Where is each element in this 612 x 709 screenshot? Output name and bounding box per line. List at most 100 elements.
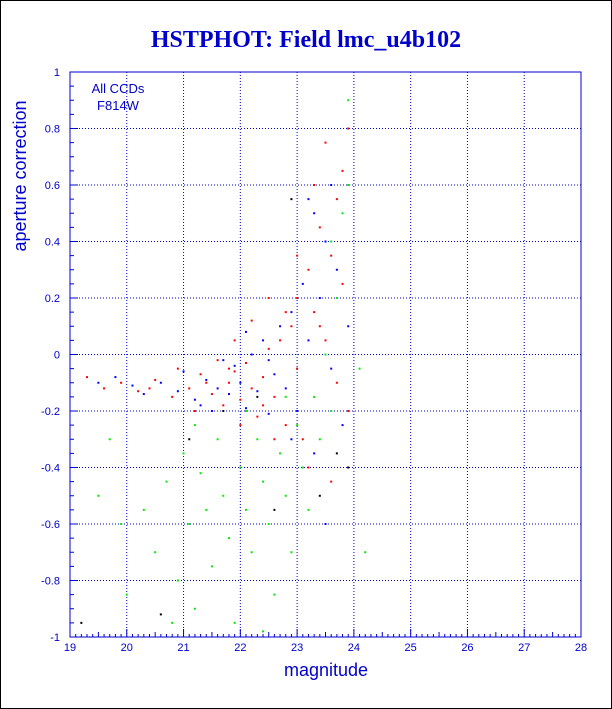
data-point xyxy=(324,523,327,525)
data-point xyxy=(324,240,327,243)
data-point xyxy=(324,339,327,342)
data-point xyxy=(199,404,202,407)
data-point xyxy=(262,630,265,633)
data-point xyxy=(296,254,299,257)
data-point xyxy=(142,393,145,396)
x-tick-label: 20 xyxy=(121,642,133,654)
data-point xyxy=(313,184,316,186)
data-point xyxy=(227,367,230,370)
data-point xyxy=(335,381,338,384)
data-point xyxy=(193,410,196,412)
data-point xyxy=(347,99,350,102)
data-point xyxy=(313,212,316,215)
y-tick-label: -1 xyxy=(50,632,60,644)
data-point xyxy=(199,373,202,376)
data-point xyxy=(188,387,191,390)
data-point xyxy=(307,198,310,201)
y-tick-label: -0.8 xyxy=(41,576,60,588)
chart-title: HSTPHOT: Field lmc_u4b102 xyxy=(151,27,461,53)
data-point xyxy=(256,390,259,393)
data-point xyxy=(239,424,242,427)
data-point xyxy=(267,412,270,415)
data-point xyxy=(307,268,310,271)
data-point xyxy=(227,393,230,396)
data-point xyxy=(330,184,333,186)
data-point xyxy=(222,404,225,407)
data-point xyxy=(301,438,304,441)
data-point xyxy=(216,359,219,362)
y-tick-label: 0.8 xyxy=(45,124,60,136)
data-point xyxy=(210,393,213,396)
data-point xyxy=(188,523,191,525)
data-point xyxy=(182,370,185,373)
x-tick-label: 24 xyxy=(348,642,360,654)
data-point xyxy=(296,297,299,299)
y-axis-label: aperture correction xyxy=(10,100,30,251)
data-point xyxy=(267,523,270,525)
data-point xyxy=(159,381,162,384)
data-point xyxy=(154,378,157,381)
data-point xyxy=(233,621,236,624)
data-point xyxy=(120,381,123,384)
data-point xyxy=(216,438,219,441)
data-point xyxy=(182,452,185,455)
data-point xyxy=(171,621,174,624)
x-tick-label: 23 xyxy=(291,642,303,654)
data-point xyxy=(205,378,208,381)
data-point xyxy=(171,395,174,398)
data-point xyxy=(245,330,248,333)
data-point xyxy=(205,381,208,384)
data-point xyxy=(80,621,83,624)
data-point xyxy=(341,282,344,285)
data-point xyxy=(347,127,350,130)
data-point xyxy=(347,410,350,412)
data-point xyxy=(273,373,276,376)
data-point xyxy=(256,395,259,398)
data-point xyxy=(307,466,310,469)
y-tick-label: 1 xyxy=(54,67,60,79)
data-point xyxy=(279,339,282,342)
data-point xyxy=(256,438,259,441)
data-point xyxy=(347,325,350,328)
data-point xyxy=(273,593,276,596)
data-point xyxy=(341,424,344,427)
data-point xyxy=(330,410,333,412)
data-point xyxy=(159,613,162,616)
x-tick-label: 22 xyxy=(234,642,246,654)
x-tick-label: 27 xyxy=(518,642,530,654)
data-point xyxy=(97,381,100,384)
data-point xyxy=(330,240,333,243)
data-point xyxy=(262,404,265,407)
data-point xyxy=(216,387,219,390)
data-point xyxy=(330,367,333,370)
data-point xyxy=(245,410,248,412)
data-point xyxy=(301,466,304,469)
x-tick-label: 26 xyxy=(461,642,473,654)
data-point xyxy=(307,508,310,511)
data-point xyxy=(267,359,270,362)
data-point xyxy=(347,184,350,186)
data-point xyxy=(290,438,293,441)
data-point xyxy=(210,565,213,568)
data-point xyxy=(279,452,282,455)
data-point xyxy=(313,311,316,314)
data-point xyxy=(318,438,321,441)
data-point xyxy=(239,398,242,401)
data-point xyxy=(324,353,327,356)
x-tick-label: 25 xyxy=(405,642,417,654)
data-point xyxy=(284,387,287,390)
data-point xyxy=(137,390,140,393)
y-tick-label: -0.4 xyxy=(41,463,60,475)
x-tick-label: 28 xyxy=(575,642,587,654)
data-point xyxy=(239,381,242,384)
axis-ticks: 19 20 21 22 23 24 25 26 27 28 -1 -0.8 -0.6 -0.4 -0.2 0 0… xyxy=(41,67,587,654)
data-point xyxy=(347,466,350,469)
data-point xyxy=(318,494,321,497)
data-point xyxy=(125,593,128,596)
data-point xyxy=(176,367,179,370)
data-point xyxy=(250,551,253,554)
data-point xyxy=(256,415,259,418)
data-point xyxy=(262,376,265,379)
